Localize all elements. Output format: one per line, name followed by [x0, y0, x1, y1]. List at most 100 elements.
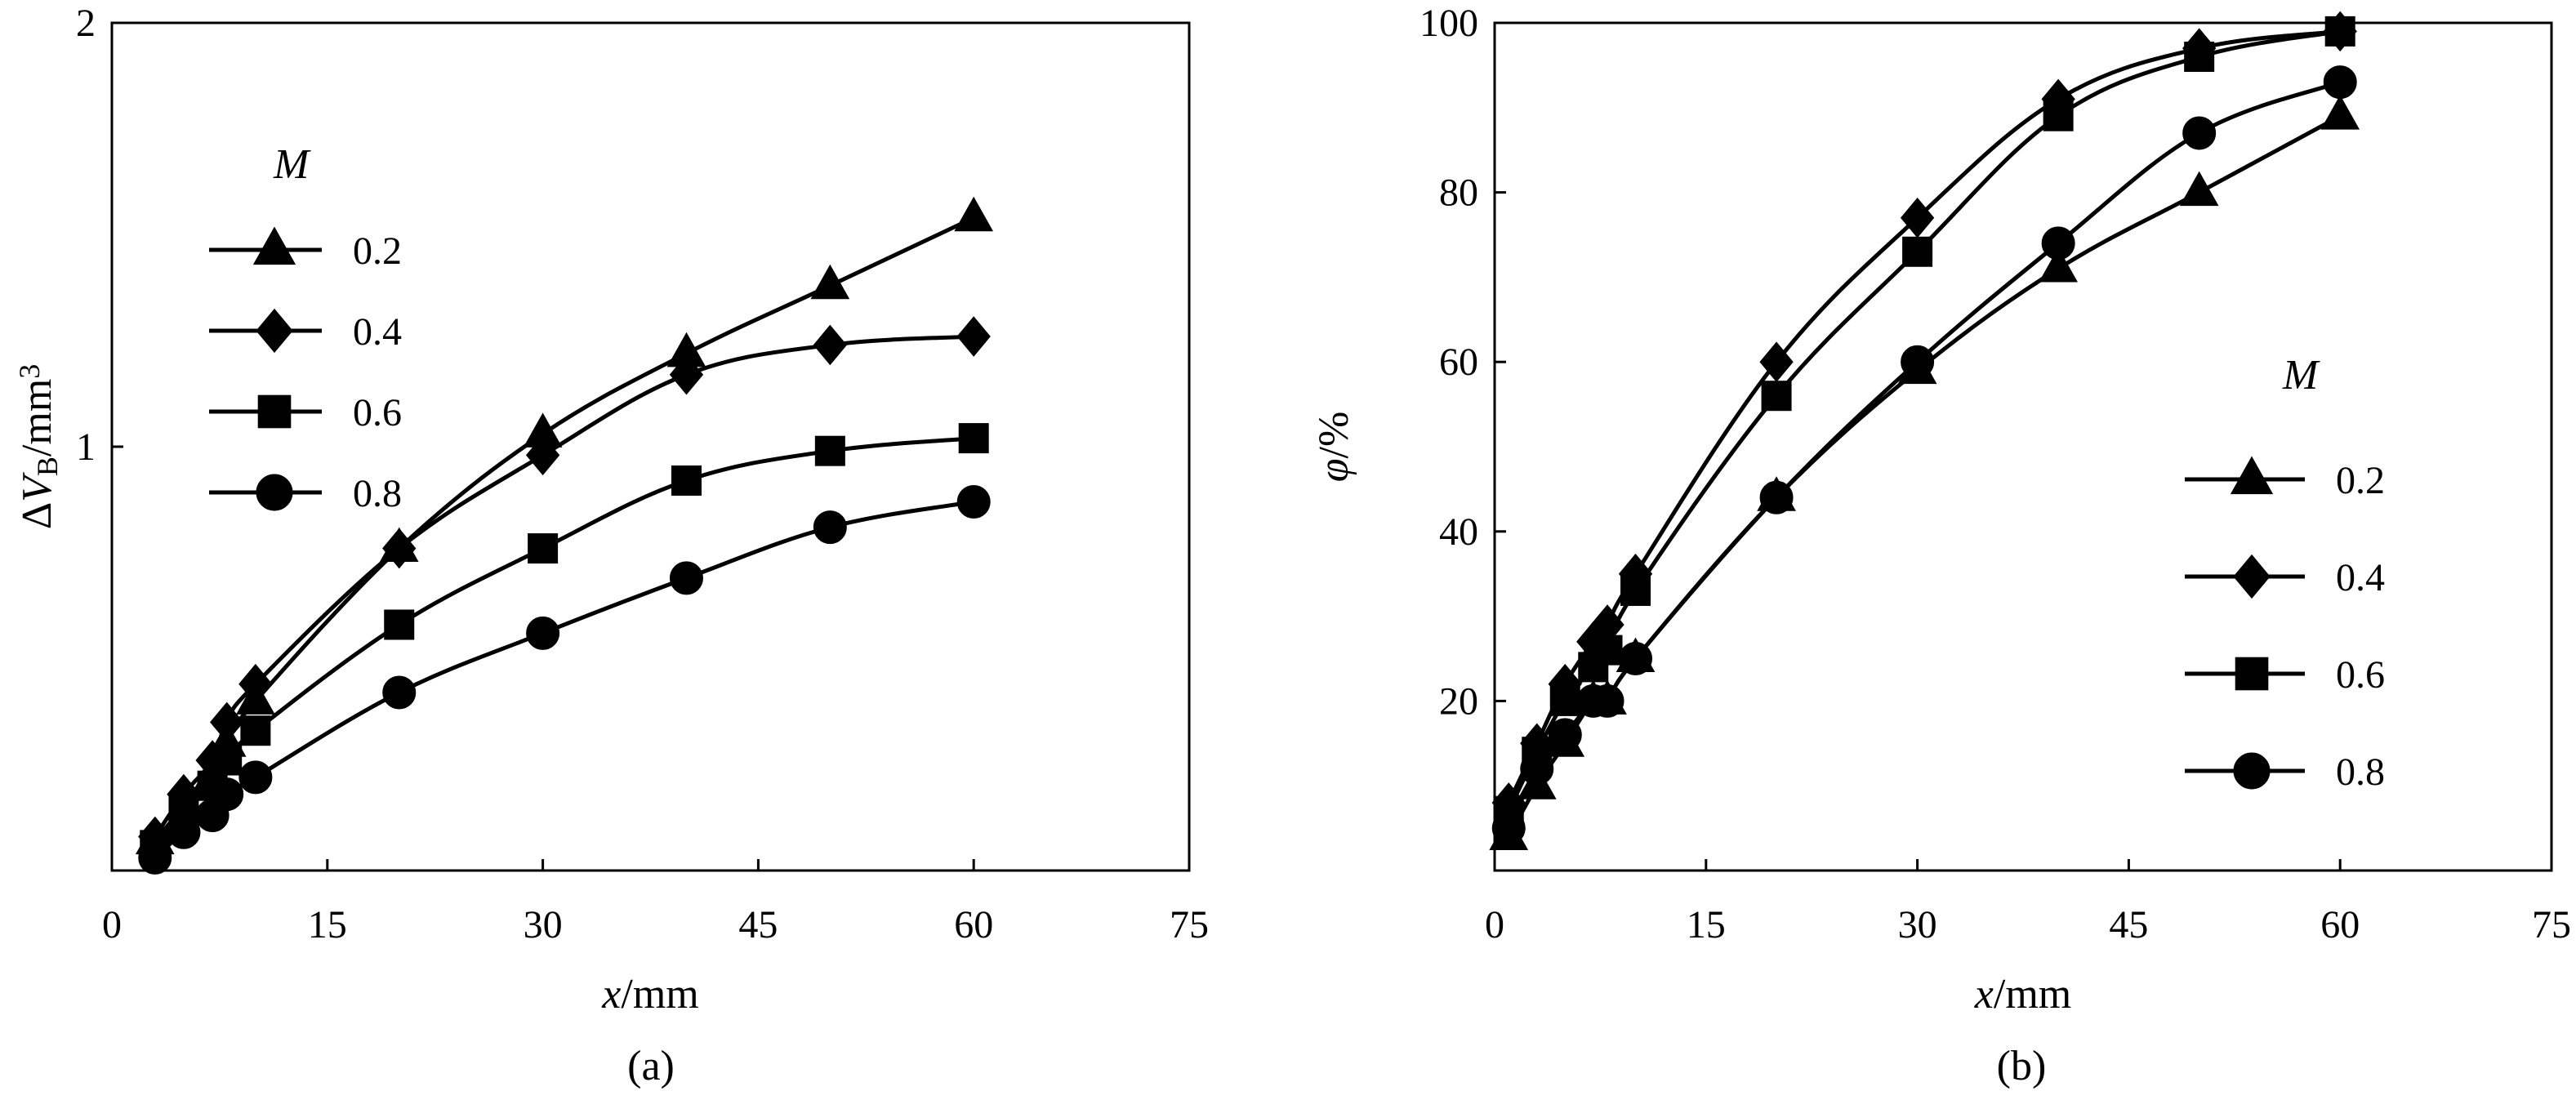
data-point-square [1902, 236, 1933, 267]
legend-label: 0.8 [353, 472, 402, 515]
legend-label: 0.2 [353, 229, 402, 273]
y-axis-label-sup: 3 [13, 364, 46, 379]
y-axis-label-prefix: Δ [14, 502, 60, 529]
data-point-circle [1619, 642, 1653, 675]
y-tick-label: 2 [76, 2, 96, 45]
series-line [154, 500, 974, 860]
legend-item: 0.4 [2185, 554, 2385, 599]
legend-marker-circle [256, 474, 293, 511]
legend-label: 0.4 [2336, 556, 2385, 599]
data-point-circle [238, 760, 273, 795]
data-point-diamond [382, 528, 417, 569]
legend-label: 0.4 [353, 310, 402, 354]
x-axis-label-unit: /mm [621, 971, 698, 1018]
data-point-square [2184, 42, 2215, 73]
y-axis-label-unit: /mm [14, 379, 60, 456]
data-point-diamond [813, 324, 847, 366]
plot-frame [1493, 21, 2553, 872]
x-tick-label: 0 [102, 903, 122, 946]
series-line [1506, 29, 2341, 804]
series-line [1506, 80, 2342, 830]
legend-label: 0.6 [2336, 653, 2385, 697]
legend-label: 0.6 [353, 391, 402, 434]
legend: M 0.2 0.4 0.6 0.8 [2185, 352, 2385, 794]
data-point-circle [382, 675, 417, 710]
panel-caption: (a) [627, 1043, 675, 1089]
data-point-circle [526, 616, 560, 650]
data-point-square [958, 423, 989, 454]
legend-item: 0.8 [209, 472, 402, 515]
y-tick-label: 80 [1439, 171, 1478, 215]
data-point-diamond [525, 434, 560, 476]
y-axis-label-unit: /% [1311, 412, 1357, 459]
legend-marker-square [257, 394, 292, 429]
x-tick-label: 15 [308, 903, 347, 946]
legend-title: M [2282, 352, 2320, 399]
y-axis-label-var: V [14, 472, 60, 502]
data-point-circle [1548, 718, 1582, 752]
y-axis-label: ΔVB/mm3 [13, 364, 64, 530]
legend-marker-triangle [2230, 456, 2274, 495]
data-point-square [1549, 685, 1580, 716]
x-axis-label: x/mm [601, 971, 698, 1018]
data-point-circle [210, 777, 244, 812]
legend-marker-diamond [256, 308, 293, 354]
data-point-square [240, 715, 271, 746]
y-tick-label: 1 [76, 425, 96, 469]
x-tick-label: 45 [2109, 903, 2148, 946]
data-point-circle [669, 561, 703, 595]
chart-panel-b: 0 15 30 45 60 75 20 40 60 80 100 x/mm φ/% (b) M 0.2 0.4 0… [1311, 2, 2571, 1089]
data-point-square [814, 435, 845, 466]
data-point-square [1761, 381, 1792, 412]
data-point-square [1592, 635, 1623, 666]
y-tick-label: 100 [1419, 2, 1478, 45]
legend-marker-circle [2233, 752, 2271, 790]
y-tick-label: 20 [1439, 679, 1478, 723]
legend-item: 0.6 [209, 391, 402, 434]
legend-item: 0.6 [2185, 653, 2385, 697]
data-point-diamond [956, 316, 991, 357]
x-axis-label-var: x [1974, 971, 1994, 1018]
legend-label: 0.2 [2336, 459, 2385, 502]
data-point-circle [1901, 345, 1935, 379]
data-point-circle [167, 815, 201, 849]
data-point-square [212, 745, 243, 776]
x-tick-label: 30 [524, 903, 563, 946]
data-point-triangle [810, 264, 850, 300]
legend-marker-triangle [252, 226, 296, 265]
data-point-diamond [238, 663, 273, 705]
x-axis-label-var: x [601, 971, 621, 1018]
data-point-diamond [1900, 197, 1935, 238]
data-point-square [1620, 575, 1651, 606]
panel-caption: (b) [1997, 1043, 2047, 1089]
y-axis-label: φ/% [1311, 412, 1357, 483]
data-point-circle [1491, 811, 1526, 845]
y-axis-label-sub: B [31, 456, 64, 476]
x-tick-label: 45 [738, 903, 778, 946]
data-point-diamond [669, 354, 704, 395]
data-point-square [2043, 100, 2074, 131]
data-point-triangle [2039, 247, 2078, 283]
data-point-triangle [2179, 171, 2219, 207]
x-axis-label: x/mm [1974, 971, 2071, 1018]
data-point-circle [1520, 751, 1554, 786]
data-point-diamond [210, 701, 244, 743]
y-tick-label: 40 [1439, 510, 1478, 554]
series-line [153, 216, 975, 843]
series-0-8 [138, 484, 991, 875]
legend-title: M [273, 141, 311, 188]
data-point-square [671, 465, 702, 497]
legend-marker-diamond [2233, 554, 2271, 599]
data-point-square [384, 609, 415, 640]
data-point-circle [813, 510, 847, 545]
data-point-circle [956, 484, 991, 519]
legend-marker-square [2235, 657, 2269, 691]
data-point-circle [1590, 684, 1624, 718]
x-tick-label: 0 [1485, 903, 1504, 946]
series-0-2 [135, 196, 994, 855]
data-point-circle [2182, 116, 2217, 150]
data-point-circle [1759, 480, 1794, 514]
data-point-circle [138, 840, 172, 875]
x-tick-label: 15 [1687, 903, 1726, 946]
